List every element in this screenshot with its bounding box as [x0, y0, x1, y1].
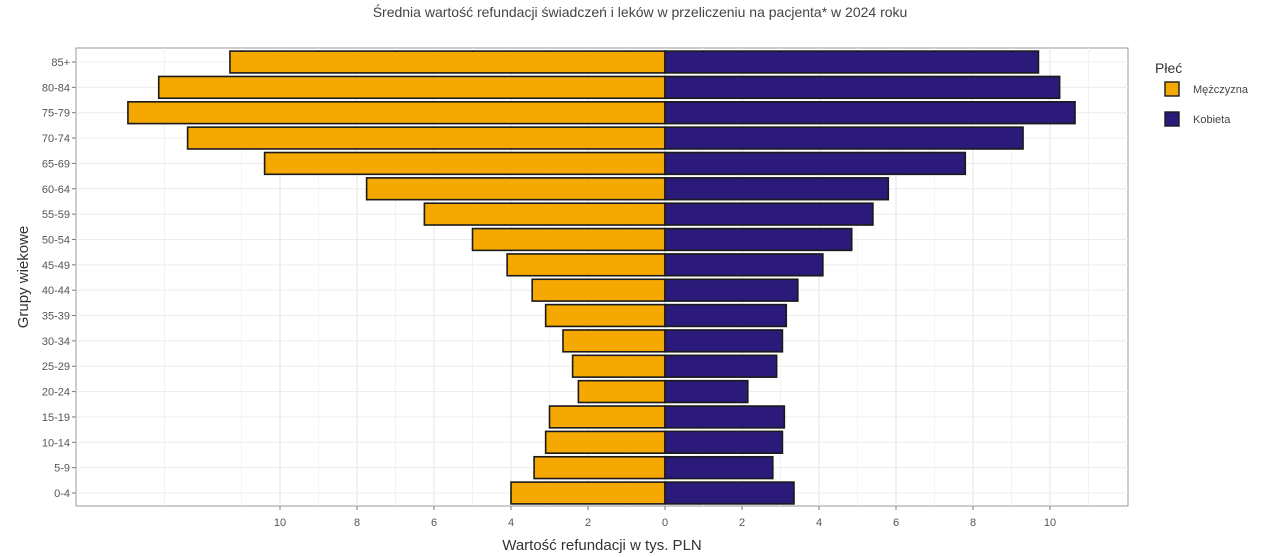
bar-kobieta-15-19 [664, 405, 786, 429]
x-axis-title: Wartość refundacji w tys. PLN [502, 537, 702, 554]
x-tick-label: 4 [816, 517, 822, 529]
bar-mezczyzna-20-24 [577, 379, 666, 404]
bar-mezczyzna-30-34 [562, 329, 666, 353]
bar-kobieta-60-64 [664, 177, 890, 201]
x-tick-label: 2 [739, 517, 745, 529]
y-tick-label: 45-49 [42, 260, 70, 272]
legend-items: Mężczyzna Kobieta [1164, 81, 1249, 127]
x-tick-label: 2 [585, 517, 591, 529]
bar-mezczyzna-60-64 [365, 177, 666, 201]
bar-mezczyzna-85+ [229, 50, 666, 74]
bar-mezczyzna-35-39 [544, 303, 666, 328]
x-tick-label: 6 [431, 517, 437, 529]
bar-mezczyzna-10-14 [544, 430, 666, 454]
y-tick-label: 10-14 [42, 437, 70, 449]
legend-swatch-mezczyzna [1164, 81, 1180, 97]
bar-kobieta-5-9 [664, 455, 774, 480]
y-tick-label: 60-64 [42, 184, 70, 196]
bar-mezczyzna-0-4 [510, 481, 666, 505]
y-tick-label: 75-79 [42, 108, 70, 120]
x-tick-label: 10 [1044, 517, 1056, 529]
bar-kobieta-55-59 [664, 202, 874, 226]
x-tick-label: 8 [970, 517, 976, 529]
bar-kobieta-45-49 [664, 253, 824, 277]
chart-title: Średnia wartość refundacji świadczeń i l… [372, 4, 908, 20]
y-tick-label: 15-19 [42, 412, 70, 424]
bar-mezczyzna-50-54 [471, 227, 666, 252]
y-tick-label: 20-24 [42, 387, 70, 399]
bar-kobieta-70-74 [664, 126, 1024, 150]
bar-kobieta-10-14 [664, 430, 784, 454]
bar-mezczyzna-80-84 [157, 75, 666, 100]
bar-kobieta-30-34 [664, 329, 784, 353]
bar-kobieta-50-54 [664, 227, 853, 252]
y-tick-label: 80-84 [42, 82, 70, 94]
bar-kobieta-85+ [664, 50, 1040, 74]
legend-swatch-kobieta [1164, 111, 1180, 127]
y-tick-label: 85+ [51, 57, 70, 69]
bar-kobieta-80-84 [664, 75, 1061, 100]
y-tick-label: 0-4 [54, 488, 70, 500]
y-tick-label: 65-69 [42, 158, 70, 170]
y-tick-label: 40-44 [42, 285, 70, 297]
x-tick-label: 10 [274, 517, 286, 529]
bars-layer [127, 50, 1076, 505]
bar-mezczyzna-15-19 [548, 405, 666, 429]
bar-kobieta-20-24 [664, 379, 749, 404]
y-tick-label: 70-74 [42, 133, 70, 145]
x-tick-label: 8 [354, 517, 360, 529]
bar-mezczyzna-75-79 [127, 101, 666, 125]
y-tick-label: 25-29 [42, 361, 70, 373]
y-tick-label: 35-39 [42, 311, 70, 323]
bar-mezczyzna-45-49 [506, 253, 666, 277]
y-tick-label: 55-59 [42, 209, 70, 221]
y-tick-label: 50-54 [42, 234, 70, 246]
x-tick-label: 6 [893, 517, 899, 529]
bar-kobieta-75-79 [664, 101, 1076, 125]
bar-kobieta-65-69 [664, 151, 967, 176]
bar-mezczyzna-25-29 [571, 354, 666, 378]
x-ticks-layer: 10 8 6 4 2 0 2 4 6 8 10 [274, 506, 1056, 529]
x-tick-label: 0 [662, 517, 668, 529]
bar-kobieta-35-39 [664, 303, 788, 328]
bar-mezczyzna-65-69 [263, 151, 666, 176]
bar-kobieta-25-29 [664, 354, 778, 378]
bar-mezczyzna-55-59 [423, 202, 666, 226]
legend: Płeć Mężczyzna Kobieta [1155, 60, 1249, 127]
legend-label-mezczyzna: Mężczyzna [1193, 84, 1249, 96]
bar-mezczyzna-70-74 [186, 126, 666, 150]
y-tick-label: 5-9 [54, 463, 70, 475]
legend-label-kobieta: Kobieta [1193, 114, 1231, 126]
bar-kobieta-0-4 [664, 481, 795, 505]
y-tick-label: 30-34 [42, 336, 70, 348]
y-axis-title: Grupy wiekowe [15, 226, 32, 329]
bar-kobieta-40-44 [664, 278, 799, 302]
x-tick-label: 4 [508, 517, 514, 529]
bar-mezczyzna-5-9 [533, 455, 666, 480]
bar-mezczyzna-40-44 [531, 278, 666, 302]
legend-title: Płeć [1155, 60, 1182, 76]
y-ticks-layer: 0-4 5-9 10-14 15-19 20-24 25-29 30-34 35-39 40-4… [42, 57, 76, 500]
